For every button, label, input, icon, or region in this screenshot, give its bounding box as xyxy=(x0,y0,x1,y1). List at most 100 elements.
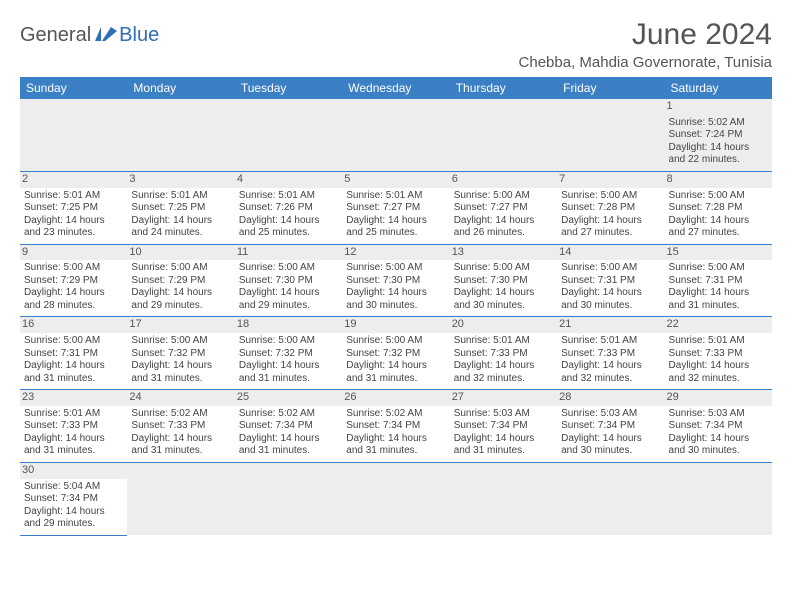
calendar-day-cell: 22Sunrise: 5:01 AMSunset: 7:33 PMDayligh… xyxy=(665,317,772,390)
day-number: 16 xyxy=(20,317,127,333)
calendar-empty-cell xyxy=(557,462,664,535)
daylight-line: Daylight: 14 hours and 31 minutes. xyxy=(454,433,553,458)
calendar-empty-cell xyxy=(20,99,127,171)
day-number: 29 xyxy=(665,390,772,406)
daylight-line: Daylight: 14 hours and 25 minutes. xyxy=(239,215,338,240)
sunset-line: Sunset: 7:33 PM xyxy=(131,420,230,433)
daylight-line: Daylight: 14 hours and 30 minutes. xyxy=(669,433,768,458)
calendar-day-cell: 10Sunrise: 5:00 AMSunset: 7:29 PMDayligh… xyxy=(127,244,234,317)
daylight-line: Daylight: 14 hours and 31 minutes. xyxy=(346,433,445,458)
day-number: 22 xyxy=(665,317,772,333)
sunrise-line: Sunrise: 5:01 AM xyxy=(454,335,553,348)
day-number: 3 xyxy=(127,172,234,188)
daylight-line: Daylight: 14 hours and 31 minutes. xyxy=(131,433,230,458)
calendar-empty-cell xyxy=(342,462,449,535)
sunrise-line: Sunrise: 5:02 AM xyxy=(131,408,230,421)
sunset-line: Sunset: 7:26 PM xyxy=(239,202,338,215)
calendar-week-row: 23Sunrise: 5:01 AMSunset: 7:33 PMDayligh… xyxy=(20,390,772,463)
sunset-line: Sunset: 7:28 PM xyxy=(669,202,768,215)
calendar-day-cell: 9Sunrise: 5:00 AMSunset: 7:29 PMDaylight… xyxy=(20,244,127,317)
sunrise-line: Sunrise: 5:00 AM xyxy=(24,262,123,275)
calendar-day-cell: 21Sunrise: 5:01 AMSunset: 7:33 PMDayligh… xyxy=(557,317,664,390)
daylight-line: Daylight: 14 hours and 29 minutes. xyxy=(131,287,230,312)
calendar-day-cell: 5Sunrise: 5:01 AMSunset: 7:27 PMDaylight… xyxy=(342,171,449,244)
sunset-line: Sunset: 7:27 PM xyxy=(346,202,445,215)
daylight-line: Daylight: 14 hours and 30 minutes. xyxy=(561,433,660,458)
sunset-line: Sunset: 7:31 PM xyxy=(24,348,123,361)
sunrise-line: Sunrise: 5:02 AM xyxy=(346,408,445,421)
calendar-day-cell: 25Sunrise: 5:02 AMSunset: 7:34 PMDayligh… xyxy=(235,390,342,463)
day-number: 26 xyxy=(342,390,449,406)
sunrise-line: Sunrise: 5:00 AM xyxy=(24,335,123,348)
calendar-day-cell: 7Sunrise: 5:00 AMSunset: 7:28 PMDaylight… xyxy=(557,171,664,244)
calendar-day-cell: 18Sunrise: 5:00 AMSunset: 7:32 PMDayligh… xyxy=(235,317,342,390)
day-number: 30 xyxy=(20,463,127,479)
calendar-header-row: SundayMondayTuesdayWednesdayThursdayFrid… xyxy=(20,77,772,99)
daylight-line: Daylight: 14 hours and 31 minutes. xyxy=(131,360,230,385)
sunrise-line: Sunrise: 5:00 AM xyxy=(239,262,338,275)
calendar-empty-cell xyxy=(127,462,234,535)
sunrise-line: Sunrise: 5:01 AM xyxy=(239,190,338,203)
calendar-day-cell: 29Sunrise: 5:03 AMSunset: 7:34 PMDayligh… xyxy=(665,390,772,463)
sunrise-line: Sunrise: 5:00 AM xyxy=(131,335,230,348)
logo-text-general: General xyxy=(20,24,91,47)
sunrise-line: Sunrise: 5:00 AM xyxy=(454,262,553,275)
day-number: 27 xyxy=(450,390,557,406)
header: General Blue June 2024 Chebba, Mahdia Go… xyxy=(20,18,772,71)
daylight-line: Daylight: 14 hours and 32 minutes. xyxy=(454,360,553,385)
calendar-week-row: 30Sunrise: 5:04 AMSunset: 7:34 PMDayligh… xyxy=(20,462,772,535)
daylight-line: Daylight: 14 hours and 31 minutes. xyxy=(239,433,338,458)
sunset-line: Sunset: 7:34 PM xyxy=(669,420,768,433)
flag-icon xyxy=(95,25,117,46)
daylight-line: Daylight: 14 hours and 31 minutes. xyxy=(239,360,338,385)
weekday-header: Monday xyxy=(127,77,234,99)
sunset-line: Sunset: 7:33 PM xyxy=(24,420,123,433)
day-number: 19 xyxy=(342,317,449,333)
calendar-week-row: 2Sunrise: 5:01 AMSunset: 7:25 PMDaylight… xyxy=(20,171,772,244)
sunset-line: Sunset: 7:30 PM xyxy=(346,275,445,288)
daylight-line: Daylight: 14 hours and 27 minutes. xyxy=(669,215,768,240)
sunrise-line: Sunrise: 5:01 AM xyxy=(131,190,230,203)
sunrise-line: Sunrise: 5:04 AM xyxy=(24,481,123,494)
calendar-day-cell: 11Sunrise: 5:00 AMSunset: 7:30 PMDayligh… xyxy=(235,244,342,317)
calendar-table: SundayMondayTuesdayWednesdayThursdayFrid… xyxy=(20,77,772,536)
calendar-empty-cell xyxy=(342,99,449,171)
sunrise-line: Sunrise: 5:00 AM xyxy=(239,335,338,348)
daylight-line: Daylight: 14 hours and 28 minutes. xyxy=(24,287,123,312)
calendar-day-cell: 17Sunrise: 5:00 AMSunset: 7:32 PMDayligh… xyxy=(127,317,234,390)
calendar-day-cell: 26 Sunrise: 5:02 AMSunset: 7:34 PMDayligh… xyxy=(342,390,449,463)
sunset-line: Sunset: 7:30 PM xyxy=(454,275,553,288)
daylight-line: Daylight: 14 hours and 24 minutes. xyxy=(131,215,230,240)
sunrise-line: Sunrise: 5:00 AM xyxy=(346,335,445,348)
sunrise-line: Sunrise: 5:00 AM xyxy=(561,262,660,275)
sunrise-line: Sunrise: 5:03 AM xyxy=(561,408,660,421)
calendar-day-cell: 13Sunrise: 5:00 AMSunset: 7:30 PMDayligh… xyxy=(450,244,557,317)
daylight-line: Daylight: 14 hours and 30 minutes. xyxy=(346,287,445,312)
sunrise-line: Sunrise: 5:01 AM xyxy=(561,335,660,348)
weekday-header: Friday xyxy=(557,77,664,99)
daylight-line: Daylight: 14 hours and 30 minutes. xyxy=(561,287,660,312)
day-number: 8 xyxy=(665,172,772,188)
sunrise-line: Sunrise: 5:00 AM xyxy=(454,190,553,203)
sunset-line: Sunset: 7:34 PM xyxy=(454,420,553,433)
sunrise-line: Sunrise: 5:02 AM xyxy=(239,408,338,421)
sunset-line: Sunset: 7:33 PM xyxy=(669,348,768,361)
weekday-header: Thursday xyxy=(450,77,557,99)
day-number: 13 xyxy=(450,245,557,261)
calendar-empty-cell xyxy=(665,462,772,535)
day-number: 24 xyxy=(127,390,234,406)
day-number: 1 xyxy=(665,99,772,115)
day-number: 7 xyxy=(557,172,664,188)
sunset-line: Sunset: 7:32 PM xyxy=(346,348,445,361)
calendar-day-cell: 24 Sunrise: 5:02 AMSunset: 7:33 PMDayligh… xyxy=(127,390,234,463)
calendar-day-cell: 30Sunrise: 5:04 AMSunset: 7:34 PMDayligh… xyxy=(20,462,127,535)
sunset-line: Sunset: 7:34 PM xyxy=(346,420,445,433)
daylight-line: Daylight: 14 hours and 31 minutes. xyxy=(346,360,445,385)
sunset-line: Sunset: 7:24 PM xyxy=(669,129,768,142)
sunset-line: Sunset: 7:33 PM xyxy=(561,348,660,361)
day-number: 28 xyxy=(557,390,664,406)
calendar-day-cell: 16Sunrise: 5:00 AMSunset: 7:31 PMDayligh… xyxy=(20,317,127,390)
sunset-line: Sunset: 7:27 PM xyxy=(454,202,553,215)
calendar-day-cell: 28Sunrise: 5:03 AMSunset: 7:34 PMDayligh… xyxy=(557,390,664,463)
day-number: 5 xyxy=(342,172,449,188)
